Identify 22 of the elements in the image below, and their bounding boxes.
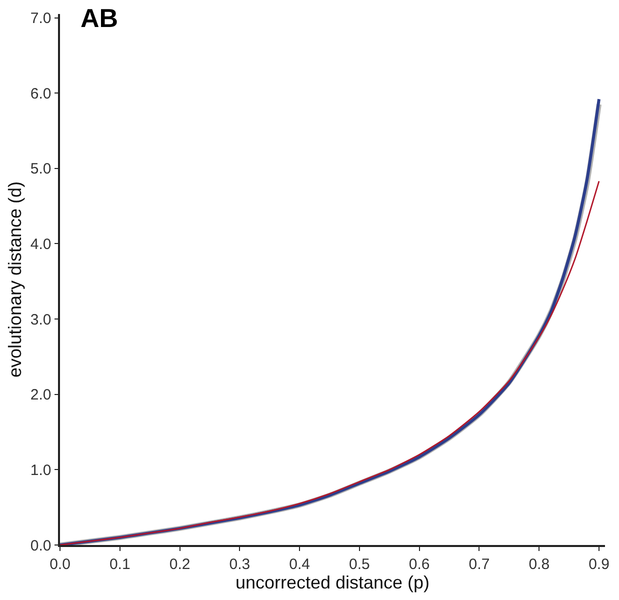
x-tick-label: 0.5 (349, 556, 370, 573)
y-tick-label: 3.0 (30, 311, 52, 328)
x-tick-label: 0.1 (109, 556, 130, 573)
x-tick-label: 0.7 (468, 556, 490, 573)
x-axis-title: uncorrected distance (p) (235, 572, 430, 593)
x-tick-label: 0.2 (169, 556, 190, 573)
x-tick-label: 0.6 (408, 556, 430, 573)
line-series (60, 180, 600, 545)
y-tick-label: 1.0 (30, 462, 52, 479)
x-tick-label: 0.3 (229, 556, 250, 573)
y-axis-title: evolutionary distance (d) (5, 181, 26, 378)
y-tick-label: 4.0 (30, 236, 52, 253)
y-tick-label: 2.0 (30, 386, 52, 404)
y-tick-label: 7.0 (30, 10, 52, 28)
y-tick-label: 0.0 (30, 537, 52, 554)
chart-title: AB (80, 3, 118, 34)
y-tick-label: 5.0 (30, 160, 52, 178)
x-tick-label: 0.9 (588, 556, 610, 573)
x-tick-label: 0.4 (289, 556, 310, 573)
y-tick-label: 6.0 (30, 85, 52, 102)
x-tick-label: 0.0 (50, 556, 70, 573)
x-tick-label: 0.8 (528, 556, 550, 573)
